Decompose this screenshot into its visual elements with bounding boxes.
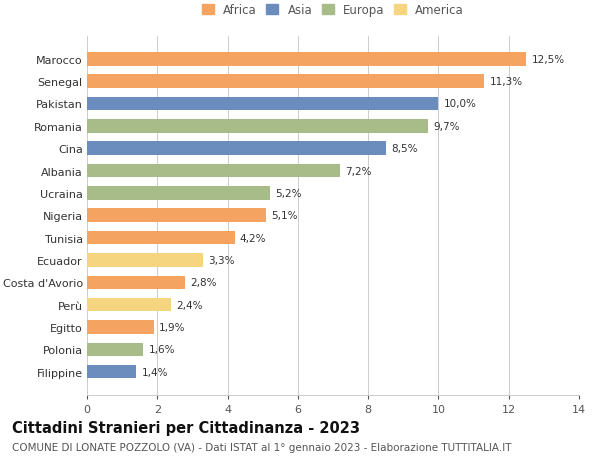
Bar (87, 298, 172, 312)
Bar (87, 164, 340, 178)
Bar (87, 53, 526, 67)
Bar (87, 187, 270, 200)
Bar (87, 365, 136, 379)
Text: 7,2%: 7,2% (346, 166, 372, 176)
Text: 1,6%: 1,6% (149, 345, 175, 354)
Text: 5,2%: 5,2% (275, 189, 302, 198)
Text: 1,9%: 1,9% (159, 322, 185, 332)
Text: 12,5%: 12,5% (532, 55, 565, 65)
Text: 1,4%: 1,4% (142, 367, 168, 377)
Text: 10,0%: 10,0% (444, 99, 476, 109)
Text: 2,4%: 2,4% (176, 300, 203, 310)
Bar (87, 75, 484, 89)
Text: 2,8%: 2,8% (191, 278, 217, 288)
Text: Cittadini Stranieri per Cittadinanza - 2023: Cittadini Stranieri per Cittadinanza - 2… (12, 420, 360, 435)
Text: 3,3%: 3,3% (208, 255, 235, 265)
Text: 5,1%: 5,1% (271, 211, 298, 221)
Text: 11,3%: 11,3% (490, 77, 523, 87)
Legend: Africa, Asia, Europa, America: Africa, Asia, Europa, America (200, 1, 466, 19)
Text: 8,5%: 8,5% (391, 144, 418, 154)
Bar (87, 209, 266, 223)
Bar (87, 320, 154, 334)
Text: 4,2%: 4,2% (240, 233, 266, 243)
Bar (87, 142, 386, 156)
Bar (87, 98, 439, 111)
Bar (87, 231, 235, 245)
Bar (87, 254, 203, 267)
Bar (87, 343, 143, 356)
Text: COMUNE DI LONATE POZZOLO (VA) - Dati ISTAT al 1° gennaio 2023 - Elaborazione TUT: COMUNE DI LONATE POZZOLO (VA) - Dati IST… (12, 442, 511, 452)
Bar (87, 120, 428, 133)
Text: 9,7%: 9,7% (433, 122, 460, 132)
Bar (87, 276, 185, 289)
